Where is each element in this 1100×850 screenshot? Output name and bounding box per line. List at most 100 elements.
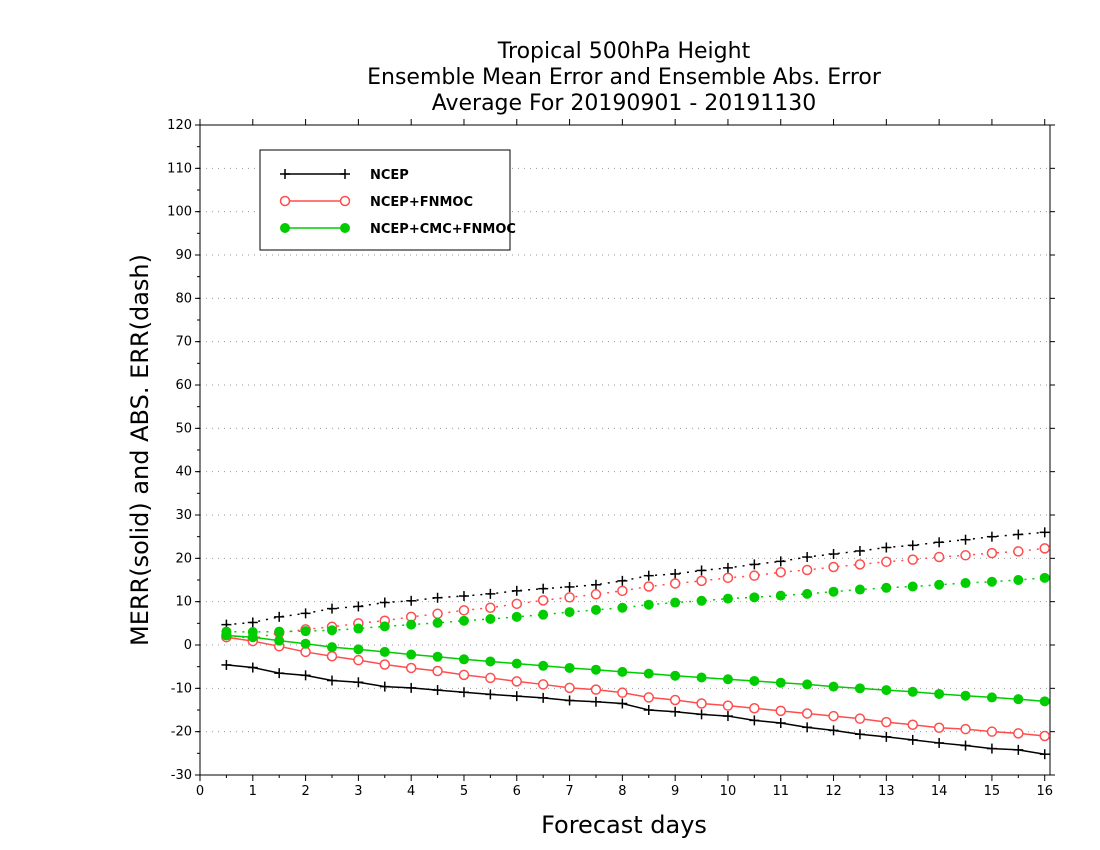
- series-abs-3-point: [485, 614, 496, 624]
- series-merr-1-point: [907, 734, 918, 745]
- series-merr-3-point: [1013, 694, 1024, 705]
- series-merr-1-point: [854, 729, 865, 740]
- series-abs-3-point: [379, 621, 390, 632]
- series-merr-1-point: [353, 677, 364, 688]
- title-line-3: Average For 20190901 - 20191130: [432, 91, 817, 116]
- x-tick-label: 14: [931, 784, 948, 799]
- x-tick-label: 9: [671, 784, 679, 799]
- series-merr-1-point: [670, 706, 681, 717]
- series-merr-2-point: [907, 719, 918, 730]
- series-abs-3: [221, 572, 1050, 637]
- series-merr-3-point: [828, 681, 839, 692]
- series-abs-3-point: [538, 609, 549, 620]
- series-merr-1-point: [696, 709, 707, 720]
- series-merr-1-point: [564, 695, 575, 706]
- series-abs-1-point: [749, 559, 760, 570]
- y-tick-label: -30: [171, 768, 192, 783]
- series-abs-3-point: [590, 604, 601, 615]
- x-tick-label: 0: [196, 784, 204, 799]
- series-merr-3-point: [274, 635, 285, 646]
- series-abs-3-point: [406, 619, 417, 630]
- series-merr-2-point: [881, 716, 892, 728]
- y-tick-label: 0: [184, 638, 192, 653]
- series-abs-1-point: [485, 588, 496, 599]
- series-abs-2-point: [828, 561, 839, 573]
- x-tick-label: 2: [301, 784, 309, 799]
- x-tick-label: 4: [407, 784, 415, 799]
- series-merr-1-point: [775, 718, 786, 728]
- series-abs-2-point: [907, 554, 918, 565]
- series-abs-3-point: [722, 593, 733, 604]
- series-abs-3-point: [907, 581, 918, 592]
- x-tick-label: 13: [878, 784, 895, 799]
- series-abs-3-point: [564, 607, 575, 618]
- legend-label: NCEP: [370, 168, 409, 183]
- series-abs-3-point: [934, 579, 945, 590]
- series-abs-3-point: [828, 586, 839, 597]
- series-merr-3-point: [907, 686, 918, 697]
- series-abs-1-point: [617, 575, 628, 586]
- series-merr-2-point: [1039, 730, 1050, 742]
- series-merr-2-point: [405, 662, 417, 674]
- y-tick-label: 80: [175, 291, 192, 306]
- series-abs-1-point: [538, 583, 549, 594]
- series-merr-2-line: [226, 636, 1045, 737]
- series-merr-2-point: [1013, 728, 1024, 739]
- legend-item: NCEP: [280, 168, 409, 183]
- series-merr-3-point: [934, 688, 945, 699]
- series-abs-3-point: [696, 595, 707, 606]
- x-tick-label: 6: [513, 784, 521, 799]
- x-tick-label: 15: [984, 784, 1001, 799]
- series-abs-1-point: [934, 537, 945, 548]
- series-abs-2-point: [564, 592, 575, 603]
- legend-marker: [340, 223, 350, 233]
- series-abs-1-point: [432, 592, 443, 603]
- series-abs-1-point: [907, 540, 918, 551]
- series-merr-3-point: [881, 685, 892, 696]
- series-abs-1-point: [300, 608, 311, 619]
- legend-label: NCEP+CMC+FNMOC: [370, 222, 516, 237]
- y-tick-label: 60: [175, 378, 192, 393]
- series-abs-2-point: [485, 602, 496, 613]
- series-abs-3-point: [854, 584, 865, 595]
- series-abs-1-point: [1039, 527, 1050, 538]
- x-tick-label: 1: [249, 784, 257, 799]
- series-abs-1-point: [881, 542, 892, 553]
- series-abs-2-point: [458, 605, 470, 616]
- legend-marker: [339, 195, 351, 207]
- series-merr-2-point: [590, 684, 602, 695]
- series-merr-2-point: [617, 687, 628, 698]
- y-tick-label: 70: [175, 335, 192, 350]
- series-merr-1-point: [722, 711, 733, 722]
- legend-item: NCEP+FNMOC: [279, 195, 473, 210]
- series-merr-3-point: [696, 672, 707, 683]
- series-abs-2-point: [590, 589, 602, 600]
- x-tick-label: 7: [565, 784, 573, 799]
- y-tick-label: 30: [175, 508, 192, 523]
- series-merr-2-point: [326, 651, 338, 662]
- series-merr-3-point: [432, 651, 443, 662]
- series-abs-1-point: [643, 570, 654, 581]
- series-merr-1-point: [538, 692, 549, 703]
- y-tick-label: -20: [171, 725, 192, 740]
- grid: [200, 167, 1050, 733]
- series-abs-3-point: [749, 592, 760, 603]
- series-merr-2-point: [722, 700, 734, 711]
- series-abs-3-point: [775, 590, 786, 601]
- series-abs-2-point: [537, 595, 549, 606]
- x-tick-label: 16: [1036, 784, 1053, 799]
- series-abs-2-point: [801, 564, 813, 576]
- series-abs-1-point: [986, 531, 997, 542]
- series-merr-2-point: [353, 654, 364, 666]
- series-abs-2-point: [775, 566, 786, 578]
- chart-title: Tropical 500hPa Height Ensemble Mean Err…: [367, 39, 882, 116]
- series-abs-2-point: [669, 578, 681, 589]
- series-abs-2-point: [1039, 543, 1050, 554]
- series-merr-3-point: [960, 690, 971, 701]
- series-abs-2-point: [432, 608, 443, 620]
- series-merr-2-point: [696, 698, 707, 709]
- y-tick-label: 120: [167, 118, 192, 133]
- series-abs-2-point: [643, 581, 655, 592]
- series-abs-3-point: [1013, 575, 1024, 585]
- series-abs-1-point: [670, 568, 681, 579]
